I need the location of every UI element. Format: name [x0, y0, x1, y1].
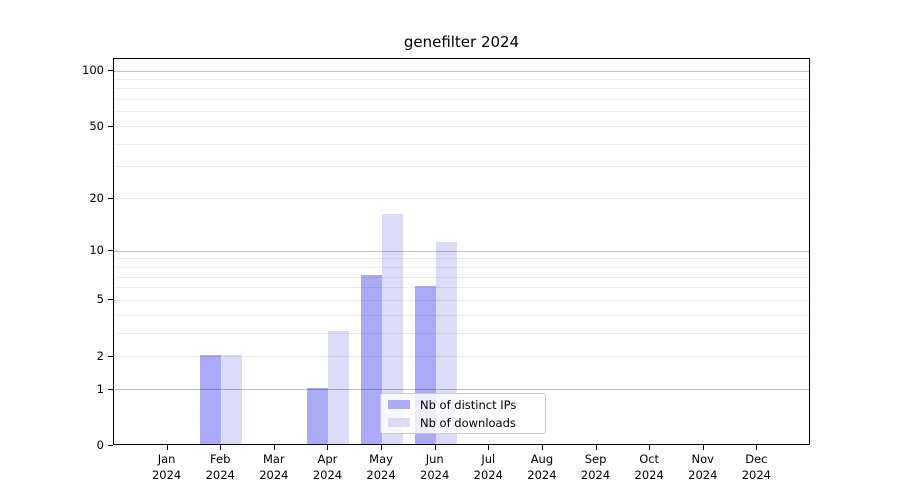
y-tick-label-5: 5 — [96, 292, 104, 306]
x-tick-label-dec: Dec 2024 — [741, 452, 772, 482]
bar-downloads-feb — [221, 354, 243, 444]
x-tick-aug — [541, 445, 543, 450]
legend-swatch-distinct-ips — [388, 400, 410, 409]
y-tick-1 — [108, 389, 113, 390]
y-tick-label-20: 20 — [89, 191, 104, 205]
y-tick-label-2: 2 — [96, 349, 104, 363]
x-tick-label-may: May 2024 — [366, 452, 396, 482]
bar-downloads-apr — [328, 331, 350, 444]
chart-title: genefilter 2024 — [403, 33, 520, 51]
legend-label-distinct-ips: Nb of distinct IPs — [420, 397, 517, 412]
plot-area: Nb of distinct IPs Nb of downloads — [113, 58, 810, 445]
legend-swatch-downloads — [388, 418, 410, 427]
x-tick-label-apr: Apr 2024 — [312, 452, 343, 482]
y-tick-label-0: 0 — [96, 438, 104, 452]
x-tick-jun — [434, 445, 436, 450]
bars-layer — [114, 59, 809, 444]
x-tick-oct — [649, 445, 651, 450]
x-tick-label-jul: Jul 2024 — [473, 452, 503, 482]
x-tick-label-mar: Mar 2024 — [259, 452, 289, 482]
y-tick-label-10: 10 — [89, 243, 104, 257]
x-tick-feb — [220, 445, 222, 450]
x-tick-mar — [273, 445, 275, 450]
x-tick-apr — [327, 445, 329, 450]
y-tick-label-100: 100 — [82, 63, 104, 77]
x-tick-label-aug: Aug 2024 — [527, 452, 557, 482]
y-tick-100 — [108, 70, 113, 71]
y-tick-label-1: 1 — [96, 382, 104, 396]
legend-item-distinct-ips: Nb of distinct IPs — [388, 397, 538, 413]
legend-item-downloads: Nb of downloads — [388, 415, 538, 431]
legend: Nb of distinct IPs Nb of downloads — [380, 393, 546, 434]
x-tick-jan — [166, 445, 168, 450]
x-tick-label-sep: Sep 2024 — [580, 452, 611, 482]
x-tick-dec — [756, 445, 758, 450]
bar-distinct-ips-may — [361, 275, 383, 444]
bar-distinct-ips-apr — [307, 387, 329, 444]
x-tick-label-jun: Jun 2024 — [420, 452, 450, 482]
y-tick-label-50: 50 — [89, 119, 104, 133]
x-tick-jul — [488, 445, 490, 450]
y-tick-5 — [108, 299, 113, 300]
bar-downloads-may — [382, 213, 404, 444]
x-tick-nov — [702, 445, 704, 450]
x-tick-label-feb: Feb 2024 — [205, 452, 235, 482]
x-tick-may — [381, 445, 383, 450]
y-tick-2 — [108, 356, 113, 357]
y-tick-20 — [108, 198, 113, 199]
x-tick-label-oct: Oct 2024 — [634, 452, 664, 482]
legend-label-downloads: Nb of downloads — [420, 415, 516, 430]
y-tick-0 — [108, 445, 113, 446]
bar-distinct-ips-feb — [200, 354, 222, 444]
x-tick-label-nov: Nov 2024 — [688, 452, 718, 482]
y-tick-10 — [108, 250, 113, 251]
x-tick-sep — [595, 445, 597, 450]
y-tick-50 — [108, 126, 113, 127]
x-tick-label-jan: Jan 2024 — [151, 452, 182, 482]
